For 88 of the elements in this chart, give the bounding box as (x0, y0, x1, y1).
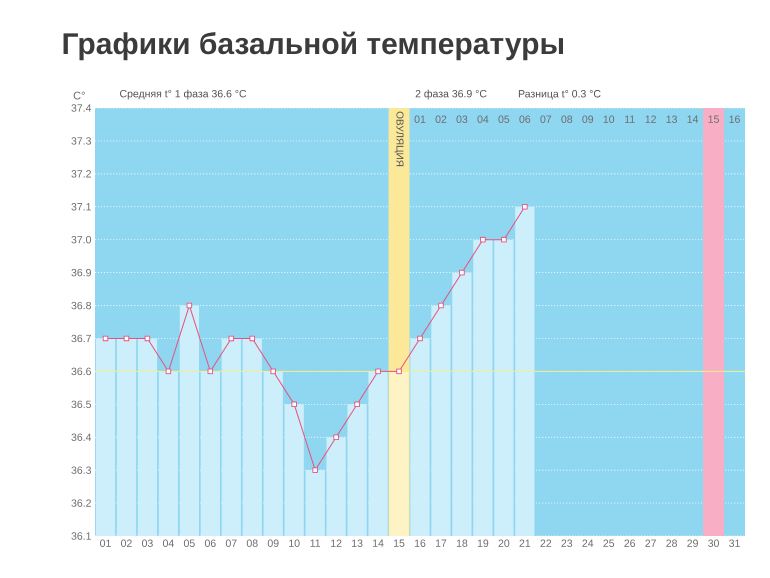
band-label: ОВУЛЯЦИЯ (394, 112, 404, 166)
x-tick-label: 05 (184, 540, 195, 547)
x2-tick-label: 02 (436, 116, 446, 123)
x-tick-label: 27 (645, 540, 656, 547)
point (459, 270, 465, 276)
y-tick-label: 36.5 (71, 400, 92, 408)
y-tick-label: 37.1 (71, 203, 91, 210)
y-tick-label: 36.3 (71, 466, 92, 474)
x-tick-label: 12 (331, 540, 342, 547)
y-tick-label: 36.7 (71, 334, 91, 342)
point (291, 402, 297, 408)
x2-tick-label: 09 (582, 116, 594, 123)
x-tick-label: 11 (310, 540, 320, 547)
point (480, 236, 486, 242)
x-tick-label: 10 (289, 540, 300, 547)
x-tick-label: 30 (708, 540, 719, 547)
x-tick-label: 03 (142, 540, 153, 547)
point (208, 368, 214, 374)
x-tick-label: 19 (478, 540, 488, 547)
x-tick-label: 06 (204, 540, 216, 547)
x2-tick-label: 13 (666, 116, 677, 123)
x2-tick-label: 15 (708, 116, 719, 123)
x2-tick-label: 03 (456, 116, 468, 123)
chart-title: Графики базальной температуры (64, 32, 564, 60)
x-tick-label: 13 (352, 540, 362, 547)
x-tick-label: 31 (729, 540, 740, 547)
point (501, 236, 507, 242)
x2-tick-label: 10 (604, 116, 614, 123)
text: Разница t° 0.3 °C (518, 90, 601, 100)
x2-tick-label: 08 (561, 116, 572, 123)
point (522, 204, 528, 210)
x-tick-label: 24 (582, 540, 594, 547)
point (270, 368, 276, 374)
x-tick-label: 20 (498, 540, 510, 547)
x2-tick-label: 14 (688, 116, 698, 123)
x-tick-label: 07 (226, 540, 237, 547)
x-tick-label: 14 (373, 540, 384, 547)
x2-tick-label: 07 (540, 116, 552, 123)
x2-tick-label: 05 (498, 116, 510, 123)
x-tick-label: 22 (540, 540, 552, 547)
x-tick-label: 09 (268, 540, 279, 547)
x-tick-label: 29 (687, 540, 698, 547)
y-tick-label: 36.1 (71, 532, 91, 540)
text: Средняя t° 1 фаза 36.6 °C (120, 90, 246, 100)
x-tick-label: 04 (162, 540, 174, 547)
point (417, 336, 423, 342)
point (333, 434, 339, 440)
y-axis-title: C° (74, 92, 85, 100)
y-tick-label: 36.2 (71, 499, 91, 507)
point (250, 336, 256, 342)
point (396, 368, 402, 374)
x-tick-label: 26 (624, 540, 636, 547)
x-tick-label: 18 (456, 540, 468, 547)
point (102, 336, 108, 342)
y-tick-label: 37.2 (71, 170, 91, 178)
x-tick-label: 16 (414, 540, 426, 547)
x-tick-label: 28 (666, 540, 677, 547)
x-tick-label: 15 (394, 540, 404, 547)
point (166, 368, 172, 374)
point (312, 467, 318, 473)
x2-tick-label: 04 (477, 116, 488, 123)
x2-tick-label: 01 (414, 116, 426, 123)
x-tick-label: 02 (121, 540, 132, 547)
point (228, 336, 234, 342)
x-tick-label: 08 (246, 540, 258, 547)
text: 2 фаза 36.9 °C (416, 90, 487, 100)
y-tick-label: 37.0 (71, 236, 92, 244)
x-tick-label: 21 (520, 540, 530, 547)
x-tick-label: 17 (436, 540, 446, 547)
y-tick-label: 37.4 (71, 104, 92, 112)
point (144, 336, 150, 342)
y-tick-label: 37.3 (71, 137, 92, 145)
point (354, 402, 360, 408)
x2-tick-label: 11 (625, 116, 635, 123)
y-tick-label: 36.6 (71, 368, 92, 376)
point (438, 302, 444, 308)
point (124, 336, 130, 342)
x-tick-label: 01 (100, 540, 111, 547)
y-tick-label: 36.9 (71, 268, 91, 276)
x2-tick-label: 12 (646, 116, 656, 123)
x2-tick-label: 16 (729, 116, 740, 123)
x-tick-label: 23 (561, 540, 572, 547)
point (186, 302, 192, 308)
point (375, 368, 381, 374)
y-tick-label: 36.4 (71, 434, 92, 441)
x-tick-label: 25 (603, 540, 614, 547)
y-tick-label: 36.8 (71, 302, 92, 310)
x2-tick-label: 06 (519, 116, 530, 123)
